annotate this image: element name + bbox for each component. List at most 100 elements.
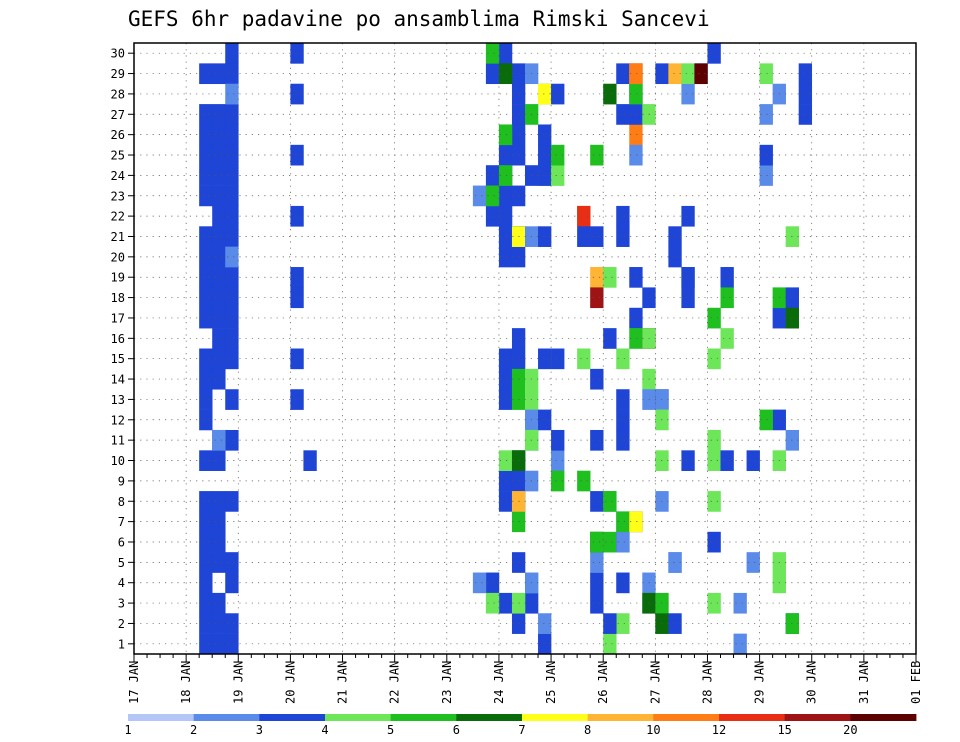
heatmap-cell <box>538 409 552 431</box>
heatmap-cell <box>485 43 500 64</box>
heatmap-cell <box>212 124 226 146</box>
heatmap-cell <box>720 267 734 288</box>
heatmap-cell <box>590 592 604 614</box>
heatmap-cell <box>212 328 226 349</box>
heatmap-cell <box>629 511 643 533</box>
heatmap-cell <box>225 287 239 309</box>
heatmap-cell <box>629 307 643 329</box>
legend-swatch <box>325 714 392 721</box>
heatmap-cell <box>590 368 604 390</box>
y-tick-label: 8 <box>118 495 125 509</box>
x-tick-label: 28 JAN <box>700 661 714 704</box>
heatmap-cell <box>290 287 304 309</box>
heatmap-cell <box>616 104 630 125</box>
heatmap-cell <box>199 531 213 553</box>
grid-lines <box>134 43 916 654</box>
heatmap-cell <box>290 205 304 227</box>
heatmap-cell <box>498 43 513 64</box>
heatmap-cell <box>668 552 682 573</box>
heatmap-cell <box>629 267 643 288</box>
heatmap-cell <box>759 104 773 125</box>
heatmap-cell <box>551 83 565 105</box>
heatmap-cell <box>707 592 721 614</box>
heatmap-cell <box>707 348 721 370</box>
heatmap-cell <box>668 246 682 268</box>
legend-label: 7 <box>518 723 525 737</box>
legend-swatch <box>784 714 851 721</box>
heatmap-cell <box>485 165 500 186</box>
heatmap-cell <box>551 429 565 451</box>
heatmap-cell <box>225 389 239 410</box>
heatmap-cell <box>707 307 721 329</box>
legend-label: 15 <box>777 723 791 737</box>
heatmap-cell <box>199 389 213 410</box>
legend-swatch <box>128 714 195 721</box>
heatmap-cell <box>472 185 487 207</box>
legend-swatch <box>522 714 589 721</box>
heatmap-cell <box>225 104 239 125</box>
y-tick-label: 1 <box>118 637 125 651</box>
heatmap-cell <box>212 307 226 329</box>
x-tick-label: 20 JAN <box>283 661 297 704</box>
heatmap-cell <box>551 470 565 492</box>
heatmap-cell <box>290 83 304 105</box>
y-tick-label: 25 <box>111 149 125 163</box>
heatmap-cell <box>212 246 226 268</box>
heatmap-cell <box>603 328 617 349</box>
heatmap-cell <box>212 491 226 512</box>
heatmap-cell <box>498 63 513 85</box>
x-axis: 17 JAN 18 JAN 19 JAN 20 JAN 21 JAN 22 JAN 23 J… <box>127 654 923 704</box>
x-tick-label: 26 JAN <box>596 661 610 704</box>
y-tick-label: 19 <box>111 271 125 285</box>
heatmap-cell <box>485 185 500 207</box>
heatmap-cell <box>199 104 213 125</box>
heatmap-cell <box>225 43 239 64</box>
heatmap-cell <box>498 491 513 512</box>
y-tick-label: 30 <box>111 47 125 61</box>
heatmap-cell <box>212 267 226 288</box>
heatmap-cell <box>212 104 226 125</box>
heatmap-cell <box>629 63 643 85</box>
y-tick-label: 26 <box>111 128 125 142</box>
heatmap-cell <box>212 633 226 655</box>
heatmap-cell <box>225 144 239 166</box>
heatmap-cell <box>225 165 239 186</box>
legend-swatch <box>587 714 654 721</box>
heatmap-cell <box>668 226 682 247</box>
heatmap-cell <box>212 226 226 247</box>
y-tick-label: 14 <box>111 373 125 387</box>
heatmap-cell <box>472 572 487 594</box>
heatmap-cell <box>629 104 643 125</box>
heatmap-cell <box>538 613 552 634</box>
heatmap-cell <box>798 104 813 125</box>
heatmap-cell <box>668 63 682 85</box>
heatmap-cell <box>212 165 226 186</box>
y-tick-label: 12 <box>111 413 125 427</box>
y-tick-label: 29 <box>111 67 125 81</box>
x-tick-label: 18 JAN <box>179 661 193 704</box>
heatmap-cell <box>694 63 708 85</box>
y-tick-label: 13 <box>111 393 125 407</box>
y-tick-label: 20 <box>111 250 125 264</box>
legend-label: 10 <box>646 723 660 737</box>
heatmap-cell <box>225 124 239 146</box>
legend-swatch <box>719 714 786 721</box>
heatmap-cell <box>498 368 513 390</box>
heatmap-cell <box>616 205 630 227</box>
heatmap-cell <box>225 491 239 512</box>
heatmap-cell <box>616 63 630 85</box>
heatmap-cell <box>225 267 239 288</box>
x-tick-label: 22 JAN <box>388 661 402 704</box>
y-tick-label: 18 <box>111 291 125 305</box>
heatmap-cell <box>212 552 226 573</box>
heatmap-cell <box>616 389 630 410</box>
heatmap-cell <box>485 572 500 594</box>
x-tick-label: 01 FEB <box>909 661 923 704</box>
heatmap-cell <box>225 429 239 451</box>
heatmap-cell <box>225 552 239 573</box>
legend-label: 3 <box>256 723 263 737</box>
heatmap-cell <box>199 307 213 329</box>
heatmap-cell <box>212 450 226 471</box>
heatmap-cell <box>603 491 617 512</box>
